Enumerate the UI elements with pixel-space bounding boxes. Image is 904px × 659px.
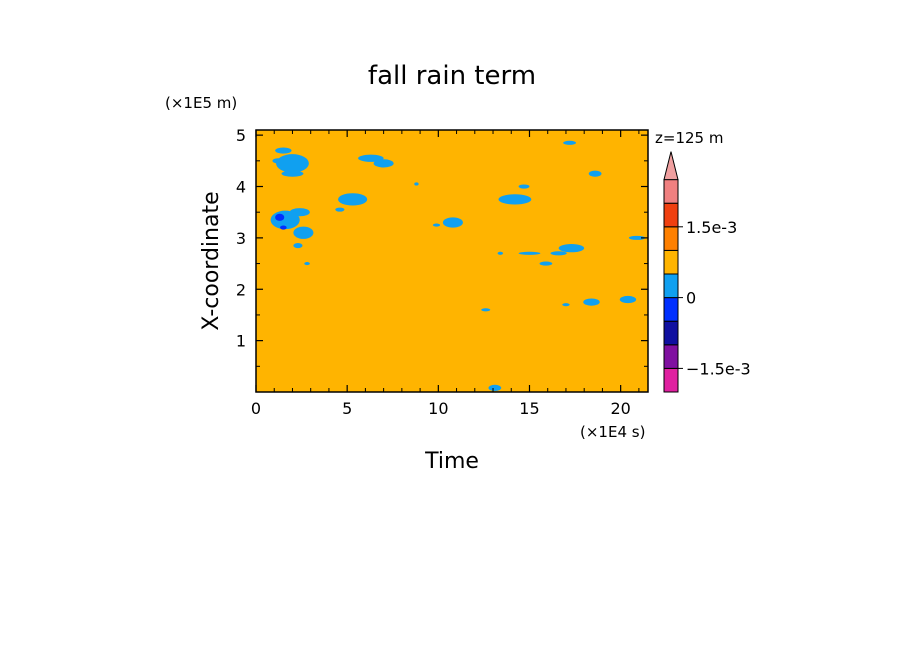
y-axis-label: X-coordinate <box>199 191 224 330</box>
heatmap-patch <box>539 261 553 266</box>
heatmap-patch <box>293 243 303 249</box>
heatmap-patch <box>304 262 310 266</box>
heatmap-patch <box>628 235 646 240</box>
colorbar-segment <box>663 320 679 346</box>
colorbar-triangle <box>663 151 679 181</box>
colorbar-segment <box>663 202 679 228</box>
y-tick-label: 1 <box>236 332 246 351</box>
colorbar-segment <box>663 226 679 251</box>
colorbar-segment <box>663 297 679 322</box>
heatmap-patch <box>276 154 309 173</box>
colorbar-segment <box>663 344 679 369</box>
heatmap-patch <box>281 170 304 177</box>
colorbar-label: 0 <box>686 289 696 308</box>
heatmap-patch <box>518 251 541 255</box>
heatmap-patch <box>619 295 637 304</box>
x-unit-label: (×1E4 s) <box>580 423 645 441</box>
plot-frame <box>255 129 649 393</box>
heatmap-patch <box>562 303 570 307</box>
y-unit-label: (×1E5 m) <box>165 94 237 112</box>
heatmap-patch <box>293 226 314 239</box>
plot-background <box>256 130 648 392</box>
heatmap-patch <box>275 147 292 154</box>
heatmap-patch <box>432 223 441 227</box>
heatmap-patch <box>280 225 287 230</box>
x-tick-label: 5 <box>342 399 352 418</box>
x-tick-label: 15 <box>519 399 539 418</box>
y-tick-label: 5 <box>236 126 246 145</box>
colorbar-label: 1.5e-3 <box>686 218 737 237</box>
heatmap-patch <box>497 251 504 255</box>
plot-area <box>255 129 649 393</box>
y-tick-label: 2 <box>236 280 246 299</box>
colorbar-segment <box>663 249 679 275</box>
heatmap-patch <box>335 207 345 212</box>
colorbar-segment <box>663 179 679 204</box>
y-tick-label: 3 <box>236 229 246 248</box>
heatmap-patch <box>488 384 502 391</box>
x-axis-label: Time <box>424 449 479 474</box>
heatmap-patch <box>275 213 285 221</box>
heatmap-patch <box>550 251 567 256</box>
colorbar: 1.5e-3 0 −1.5e-3 <box>663 151 751 393</box>
heatmap-patch <box>498 194 532 205</box>
heatmap-patch <box>358 154 384 162</box>
x-tick-label: 20 <box>610 399 630 418</box>
x-axis: 0 5 10 15 20 <box>251 130 640 418</box>
colorbar-label: −1.5e-3 <box>686 359 751 378</box>
heatmap-patch <box>481 308 491 312</box>
x-tick-label: 10 <box>428 399 448 418</box>
chart-title: fall rain term <box>368 61 536 91</box>
level-label: z=125 m <box>655 129 723 147</box>
heatmap-patch <box>414 182 419 186</box>
heatmap-patch <box>338 193 368 206</box>
y-axis: 1 2 3 4 5 <box>236 126 648 367</box>
heatmap-patches <box>270 140 646 391</box>
heatmap-patch <box>558 244 585 253</box>
heatmap-patch <box>442 217 463 228</box>
y-tick-label: 4 <box>236 178 246 197</box>
heatmap-patch <box>518 184 530 189</box>
heatmap-patch <box>373 159 394 168</box>
heatmap-patch <box>563 140 576 145</box>
heatmap-patch <box>583 298 600 306</box>
x-tick-label: 0 <box>251 399 261 418</box>
colorbar-segment <box>663 273 679 299</box>
colorbar-segment <box>663 367 679 393</box>
heatmap-patch <box>588 170 602 177</box>
